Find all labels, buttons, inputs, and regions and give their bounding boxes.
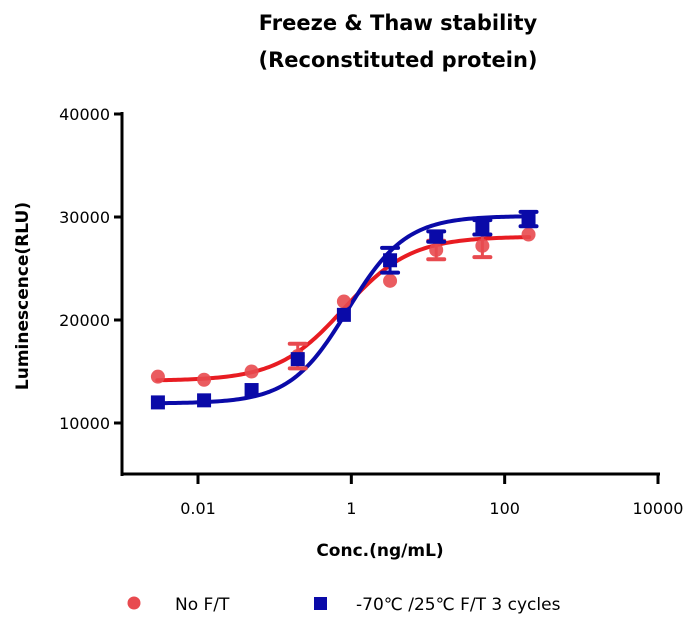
legend-marker-ft-3-cycles (314, 597, 327, 610)
data-point (244, 364, 259, 379)
chart-title: Freeze & Thaw stability (259, 11, 538, 35)
x-tick-label: 1 (346, 499, 356, 518)
data-point (290, 352, 305, 367)
data-point (383, 273, 398, 288)
data-point (336, 294, 351, 309)
y-tick-label: 10000 (59, 414, 110, 433)
data-point (150, 395, 165, 410)
data-point (150, 369, 165, 384)
y-ticks: 10000 20000 30000 40000 (59, 105, 122, 433)
axes (120, 112, 660, 476)
legend-marker-no-ft (127, 596, 141, 610)
y-tick-label: 30000 (59, 208, 110, 227)
chart-subtitle: (Reconstituted protein) (258, 48, 537, 72)
data-point (429, 229, 444, 244)
legend-label-no-ft: No F/T (175, 595, 230, 615)
series-ft-3-cycles (150, 209, 539, 410)
legend-label-ft-3-cycles: -70℃ /25℃ F/T 3 cycles (356, 595, 561, 615)
data-point (475, 220, 490, 235)
y-tick-label: 20000 (59, 311, 110, 330)
y-tick-label: 40000 (59, 105, 110, 124)
data-point (429, 242, 444, 257)
data-point (244, 383, 259, 398)
data-point (197, 372, 212, 387)
x-tick-label: 10000 (633, 499, 684, 518)
x-tick-label: 0.01 (180, 499, 216, 518)
x-tick-label: 100 (489, 499, 520, 518)
plot-area (150, 209, 539, 410)
x-ticks: 0.01 1 100 10000 (180, 474, 683, 518)
data-point (521, 227, 536, 242)
data-point (197, 393, 212, 408)
data-point (336, 307, 351, 322)
series-no-ft (150, 227, 536, 387)
data-point (521, 212, 536, 227)
data-point (383, 253, 398, 268)
y-axis-label: Luminescence(RLU) (13, 202, 33, 390)
data-point (475, 238, 490, 253)
x-axis-label: Conc.(ng/mL) (316, 541, 443, 561)
legend: No F/T -70℃ /25℃ F/T 3 cycles (127, 595, 561, 615)
